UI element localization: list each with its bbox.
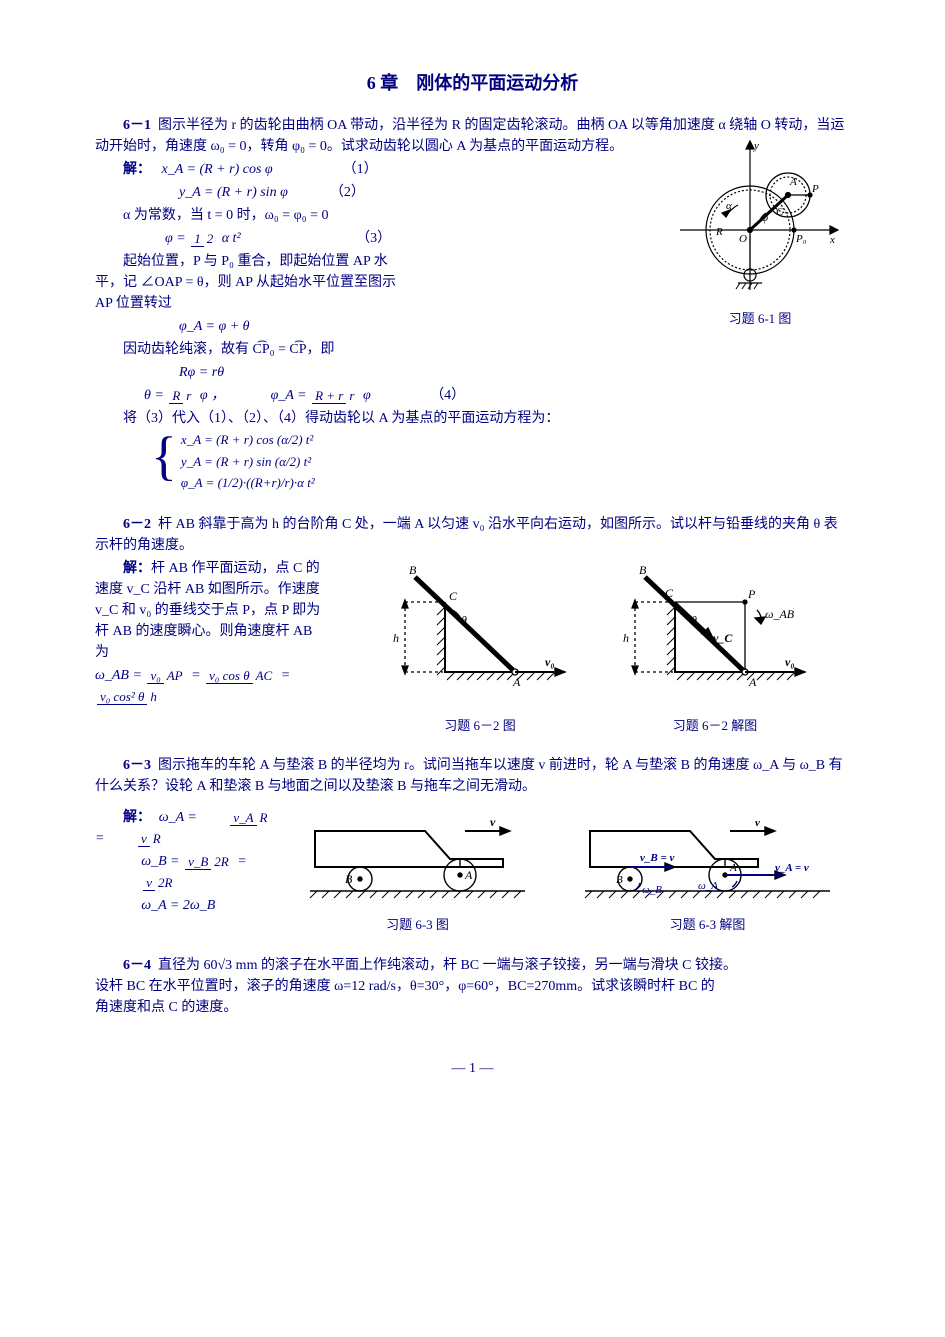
svg-text:C: C xyxy=(449,589,458,603)
equation: y_A = (R + r) sin φ（2） xyxy=(179,182,565,203)
equation: ω_A = 2ω_B xyxy=(141,895,275,916)
svg-text:B: B xyxy=(409,563,417,577)
svg-text:θ: θ xyxy=(461,613,467,627)
problem-statement-cont: 角速度和点 C 的速度。 xyxy=(95,997,850,1018)
figure-caption: 习题 6-3 图 xyxy=(305,915,530,935)
text: α 为常数，当 t = 0 时，ω₀ = φ₀ = 0 xyxy=(95,205,565,226)
figure-caption: 习题 6-1 图 xyxy=(660,309,860,329)
equation: ω_A = v_AR = vR xyxy=(95,810,273,846)
svg-text:v: v xyxy=(490,815,496,829)
problem-number: 6－4 xyxy=(123,958,151,973)
figure-6-2b: B P C A h θ v₀ v_C ω_AB 习题 6－2 解图 xyxy=(615,562,815,736)
problem-text: 6－3 图示拖车的车轮 A 与垫滚 B 的半径均为 r。试问当拖车以速度 v 前… xyxy=(95,755,850,797)
text: 平，记 ∠OAP = θ，则 AP 从起始水平位置至图示 xyxy=(95,272,565,293)
problem-statement: 杆 AB 斜靠于高为 h 的台阶角 C 处，一端 A 以匀速 v₀ 沿水平向右运… xyxy=(95,517,838,553)
problem-number: 6－2 xyxy=(123,517,151,532)
svg-text:φ: φ xyxy=(762,212,768,224)
svg-text:v_B = v: v_B = v xyxy=(640,852,674,864)
text: 为 xyxy=(95,642,355,663)
svg-text:h: h xyxy=(393,631,399,645)
problem-6-1: 6－1 图示半径为 r 的齿轮由曲柄 OA 带动，沿半径为 R 的固定齿轮滚动。… xyxy=(95,115,850,494)
text: 起始位置，P 与 P₀ 重合，即起始位置 AP 水 xyxy=(95,251,565,272)
problem-statement-cont: 设杆 BC 在水平位置时，滚子的角速度 ω=12 rad/s，θ=30°，φ=6… xyxy=(95,976,850,997)
figure-6-3b: B A v v_B = v v_A = v ω_B ω_A 习题 6-3 解图 xyxy=(580,811,835,935)
svg-text:P: P xyxy=(747,587,756,601)
figure-caption: 习题 6－2 图 xyxy=(385,716,575,736)
svg-text:ω_A: ω_A xyxy=(698,880,718,892)
svg-text:R: R xyxy=(715,226,723,238)
svg-text:v_A = v: v_A = v xyxy=(775,862,809,874)
problem-6-2: 6－2 杆 AB 斜靠于高为 h 的台阶角 C 处，一端 A 以匀速 v₀ 沿水… xyxy=(95,514,850,736)
figure-6-1: y x A P R O P₀ φ α C 习题 6-1 图 xyxy=(660,135,860,329)
problem-number: 6－1 xyxy=(123,118,151,133)
problem-text: 6－4 直径为 60√3 mm 的滚子在水平面上作纯滚动，杆 BC 一端与滚子铰… xyxy=(95,955,850,976)
problem-number: 6－3 xyxy=(123,758,151,773)
equation: φ_A = φ + θ xyxy=(179,316,565,337)
figure-caption: 习题 6－2 解图 xyxy=(615,716,815,736)
equation-system: { x_A = (R + r) cos (α/2) t² y_A = (R + … xyxy=(151,429,565,494)
svg-text:x: x xyxy=(829,234,835,246)
svg-text:v_C: v_C xyxy=(713,631,733,645)
chapter-title: 6 章 刚体的平面运动分析 xyxy=(95,70,850,97)
svg-text:ω_B: ω_B xyxy=(642,884,662,896)
text: 速度 v_C 沿杆 AB 如图所示。作速度 xyxy=(95,579,355,600)
equation: ω_B = v_B2R = v2R xyxy=(141,851,275,893)
text: 杆 AB 作平面运动，点 C 的 xyxy=(151,561,320,576)
svg-text:A: A xyxy=(789,176,797,188)
text: 因动齿轮纯滚，故有 C͡P₀ = C͡P，即 xyxy=(95,339,565,360)
text: v_C 和 v₀ 的垂线交于点 P，点 P 即为 xyxy=(95,600,355,621)
svg-text:v₀: v₀ xyxy=(545,655,555,669)
equation: x_A = (R + r) cos φ（1） xyxy=(162,162,378,177)
svg-text:v₀: v₀ xyxy=(785,655,795,669)
problem-text: 6－2 杆 AB 斜靠于高为 h 的台阶角 C 处，一端 A 以匀速 v₀ 沿水… xyxy=(95,514,850,556)
equation: Rφ = rθ xyxy=(179,362,565,383)
svg-text:α: α xyxy=(726,200,732,212)
problem-6-3: 6－3 图示拖车的车轮 A 与垫滚 B 的半径均为 r。试问当拖车以速度 v 前… xyxy=(95,755,850,935)
problem-statement: 直径为 60√3 mm 的滚子在水平面上作纯滚动，杆 BC 一端与滚子铰接，另一… xyxy=(158,958,737,973)
svg-text:A: A xyxy=(748,675,757,689)
equation: ω_AB = v₀AP = v₀ cos θAC = v₀ cos² θh xyxy=(95,665,355,707)
svg-text:A: A xyxy=(464,868,473,882)
svg-text:B: B xyxy=(616,874,623,886)
svg-text:P₀: P₀ xyxy=(795,233,807,245)
svg-text:P: P xyxy=(811,183,819,195)
figure-6-3-pair: B A v 习题 6-3 图 xyxy=(305,805,835,935)
svg-text:ω_AB: ω_AB xyxy=(765,607,795,621)
svg-text:O: O xyxy=(739,233,747,245)
equation: φ = 12 α t² （3） xyxy=(165,228,565,249)
solution-label: 解： xyxy=(123,162,151,177)
svg-text:h: h xyxy=(623,631,629,645)
problem-6-4: 6－4 直径为 60√3 mm 的滚子在水平面上作纯滚动，杆 BC 一端与滚子铰… xyxy=(95,955,850,1018)
svg-text:A: A xyxy=(512,675,521,689)
figure-6-2-pair: B C A h θ v₀ 习题 6－2 图 xyxy=(385,556,815,736)
svg-text:A: A xyxy=(729,862,737,874)
figure-6-2a: B C A h θ v₀ 习题 6－2 图 xyxy=(385,562,575,736)
svg-text:C: C xyxy=(665,586,674,600)
figure-caption: 习题 6-3 解图 xyxy=(580,915,835,935)
svg-text:θ: θ xyxy=(691,613,697,627)
svg-text:v: v xyxy=(755,817,760,829)
svg-text:y: y xyxy=(753,140,759,152)
figure-6-3a: B A v 习题 6-3 图 xyxy=(305,811,530,935)
svg-text:B: B xyxy=(345,872,353,886)
text: AP 位置转过 xyxy=(95,293,565,314)
solution-label: 解： xyxy=(123,561,151,576)
text: 杆 AB 的速度瞬心。则角速度杆 AB xyxy=(95,621,355,642)
svg-text:B: B xyxy=(639,563,647,577)
solution-label: 解： xyxy=(123,810,151,825)
page-number: — 1 — xyxy=(95,1058,850,1079)
svg-text:C: C xyxy=(776,206,784,218)
equation: θ = Rr φ ， φ_A = R + rr φ （4） xyxy=(144,385,565,406)
problem-statement: 图示拖车的车轮 A 与垫滚 B 的半径均为 r。试问当拖车以速度 v 前进时，轮… xyxy=(95,758,843,794)
